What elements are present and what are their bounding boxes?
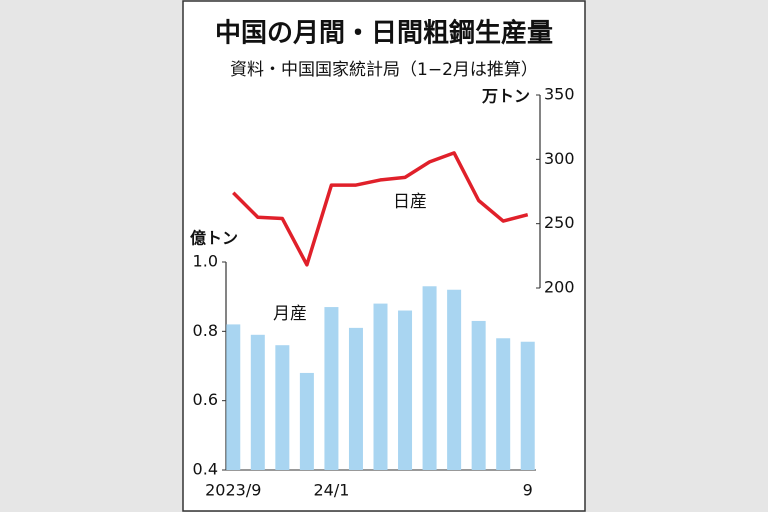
bar	[275, 345, 290, 470]
bar	[447, 289, 462, 470]
x-tick-label: 24/1	[313, 481, 349, 500]
bar	[299, 372, 314, 470]
bar	[324, 307, 339, 470]
bar	[398, 310, 413, 470]
y2-tick-label: 350	[544, 85, 575, 104]
y2-axis-label: 万トン	[481, 87, 530, 106]
bar	[226, 324, 241, 470]
y-tick-label: 0.8	[193, 321, 218, 340]
y2-tick-label: 250	[544, 213, 575, 232]
line	[232, 151, 529, 267]
bar	[496, 338, 511, 470]
y2-tick-label: 300	[544, 149, 575, 168]
y2-tick-label: 200	[544, 278, 575, 297]
y-tick-label: 0.6	[193, 390, 218, 409]
bar	[422, 286, 437, 470]
series-label: 月産	[273, 304, 307, 324]
bar	[348, 327, 363, 470]
bar	[520, 341, 535, 470]
y-axis-label: 億トン	[190, 229, 238, 248]
chart-title: 中国の月間・日間粗鋼生産量	[215, 18, 553, 49]
x-tick-label: 2023/9	[205, 481, 261, 500]
x-tick-label: 9	[523, 481, 533, 500]
chart-subtitle: 資料・中国国家統計局（1−2月は推算）	[230, 60, 538, 80]
y-tick-label: 0.4	[193, 460, 218, 479]
bar	[250, 334, 265, 470]
y-tick-label: 1.0	[193, 252, 218, 271]
bar	[373, 303, 388, 470]
series-label: 日産	[393, 192, 427, 212]
bar	[471, 320, 486, 470]
